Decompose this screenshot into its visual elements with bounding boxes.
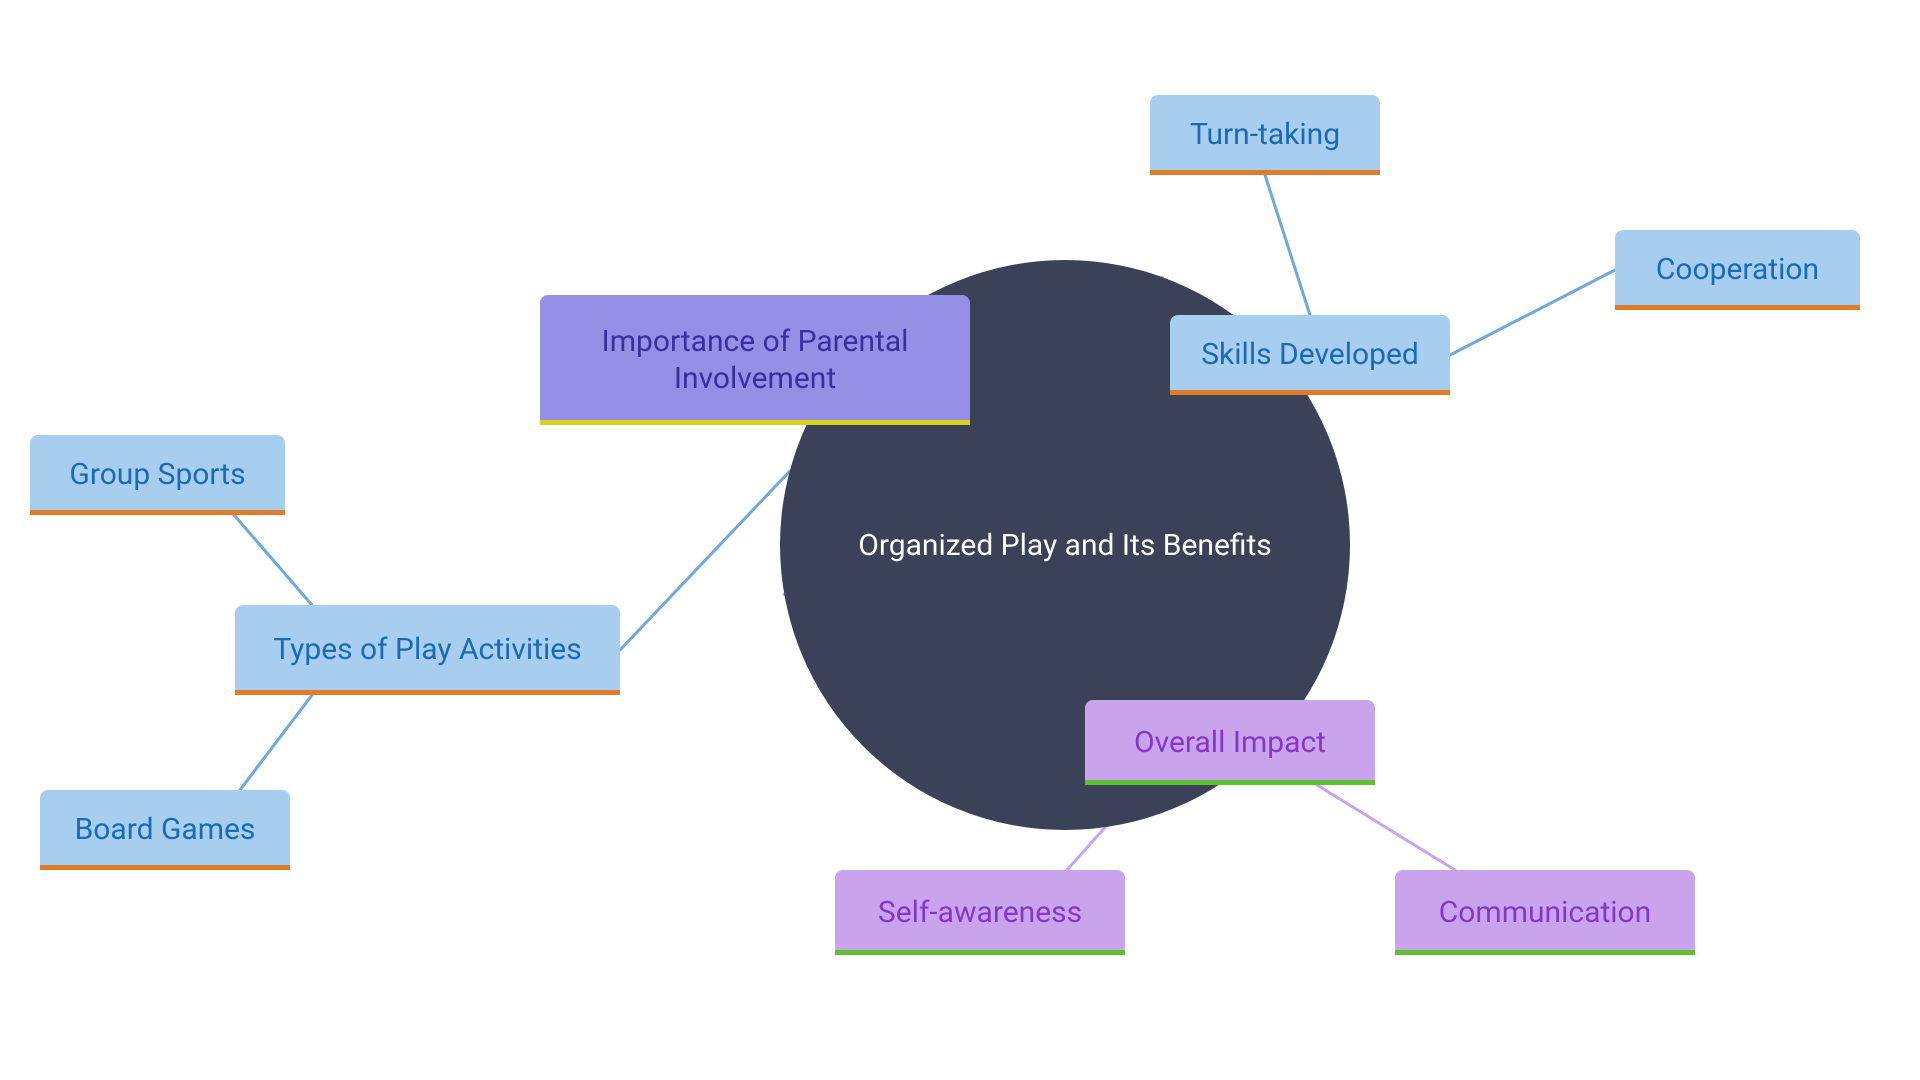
node-group-sports: Group Sports — [30, 435, 285, 515]
node-label: Turn-taking — [1190, 116, 1340, 154]
node-communication: Communication — [1395, 870, 1695, 955]
node-label: Cooperation — [1656, 251, 1819, 289]
node-types: Types of Play Activities — [235, 605, 620, 695]
node-underline — [1085, 780, 1375, 785]
node-parental: Importance of Parental Involvement — [540, 295, 970, 425]
mindmap-canvas: Organized Play and Its Benefits Importan… — [0, 0, 1920, 1080]
node-underline — [1395, 950, 1695, 955]
node-label: Types of Play Activities — [273, 631, 581, 669]
node-label: Communication — [1439, 894, 1651, 932]
node-label: Group Sports — [69, 456, 245, 494]
node-underline — [540, 420, 970, 425]
node-impact: Overall Impact — [1085, 700, 1375, 785]
node-underline — [235, 690, 620, 695]
node-underline — [1150, 170, 1380, 175]
node-label: Self-awareness — [878, 894, 1082, 932]
node-underline — [30, 510, 285, 515]
node-label: Skills Developed — [1201, 336, 1419, 374]
node-label: Board Games — [75, 811, 256, 849]
node-self-awareness: Self-awareness — [835, 870, 1125, 955]
node-underline — [1170, 390, 1450, 395]
node-underline — [1615, 305, 1860, 310]
node-skills: Skills Developed — [1170, 315, 1450, 395]
node-label: Overall Impact — [1134, 724, 1326, 762]
node-turn-taking: Turn-taking — [1150, 95, 1380, 175]
center-label: Organized Play and Its Benefits — [858, 526, 1272, 565]
node-underline — [835, 950, 1125, 955]
node-label: Importance of Parental Involvement — [560, 323, 950, 398]
node-board-games: Board Games — [40, 790, 290, 870]
node-cooperation: Cooperation — [1615, 230, 1860, 310]
node-underline — [40, 865, 290, 870]
